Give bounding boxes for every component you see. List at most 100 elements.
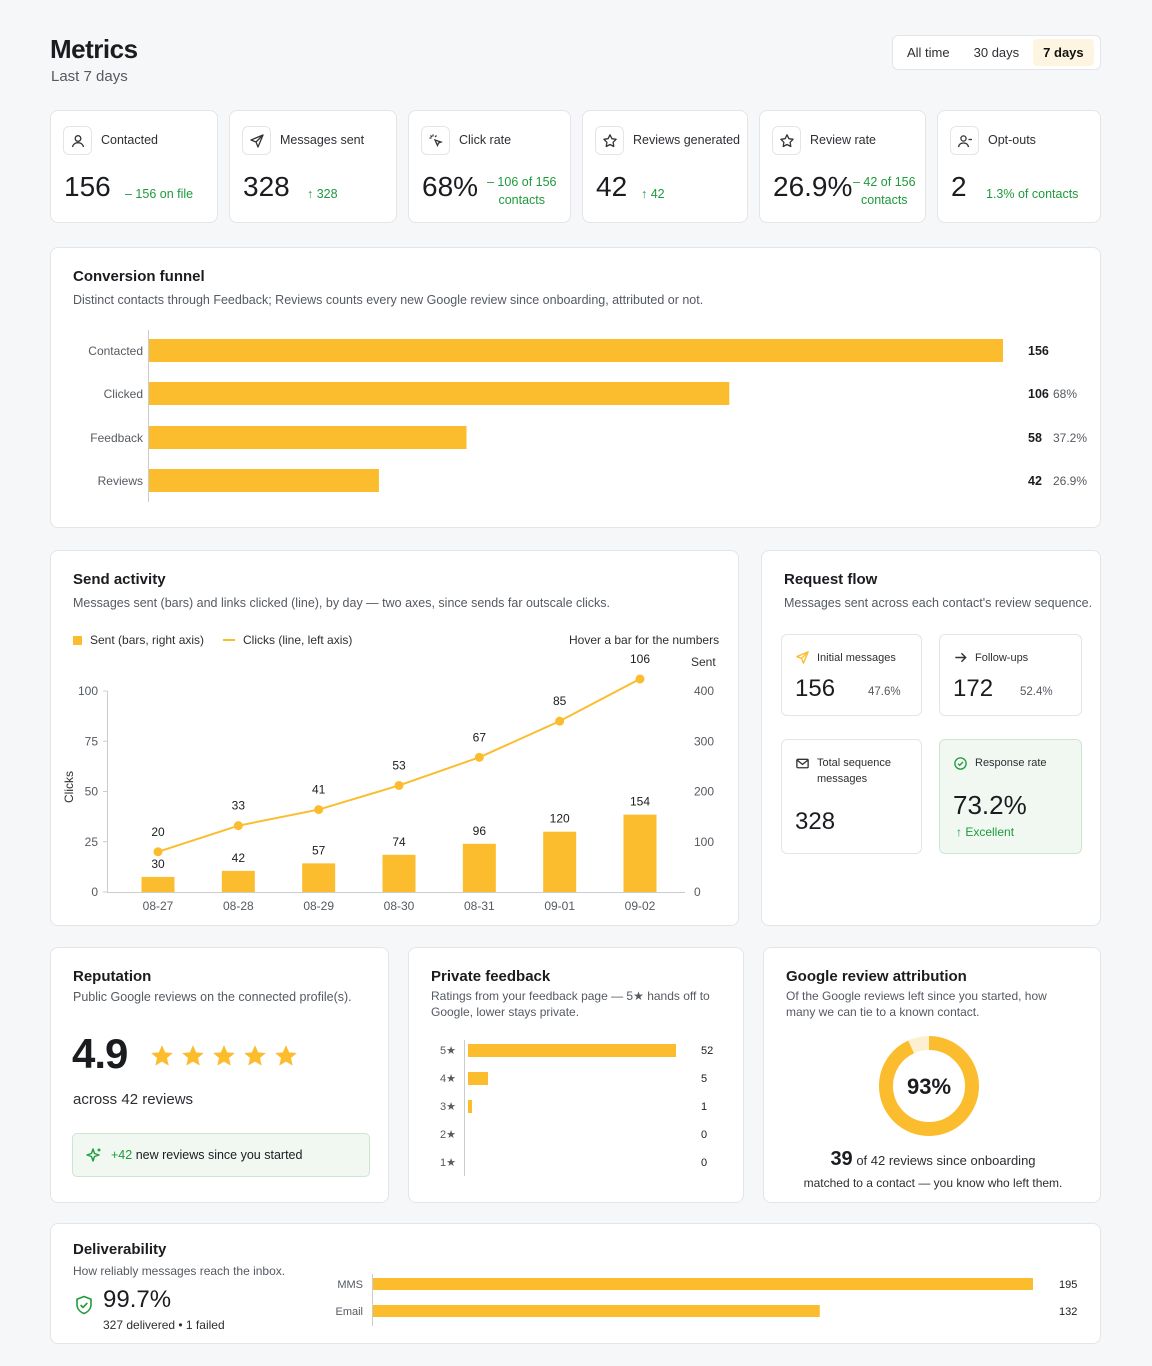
- kpi-label: Contacted: [101, 133, 158, 147]
- legend-clicks-label: Clicks (line, left axis): [243, 633, 353, 647]
- kpi-card-contacted: Contacted 156 – 156 on file: [50, 110, 218, 223]
- sent-bar[interactable]: [623, 814, 657, 892]
- tab-all-time[interactable]: All time: [907, 45, 950, 60]
- flow-label: Total sequence messages: [817, 755, 891, 787]
- funnel-bar[interactable]: [149, 382, 730, 405]
- x-tick-label: 08-30: [384, 899, 415, 913]
- send-activity-chart: Clicks 0 25 50 75 100 0 100 200 300 400 08-27 08-28…: [62, 652, 714, 913]
- kpi-label: Reviews generated: [633, 133, 741, 147]
- left-tick-label: 75: [85, 734, 99, 748]
- legend-swatch-line: [223, 639, 235, 641]
- funnel-bar[interactable]: [149, 426, 467, 449]
- kpi-delta: ↑ 42: [641, 187, 665, 201]
- flow-label: Follow-ups: [975, 652, 1029, 664]
- sent-bar[interactable]: [141, 876, 175, 892]
- funnel-value: 156: [1028, 344, 1049, 358]
- funnel-bar[interactable]: [149, 469, 379, 492]
- sent-bar[interactable]: [462, 843, 496, 892]
- channel-label: Email: [335, 1306, 363, 1318]
- sent-bar[interactable]: [221, 870, 255, 892]
- funnel-percent: 37.2%: [1053, 431, 1087, 445]
- sent-bar[interactable]: [302, 863, 336, 892]
- chart-hint: Hover a bar for the numbers: [569, 633, 720, 647]
- clicks-point[interactable]: [394, 780, 404, 790]
- flow-percent: 47.6%: [868, 686, 901, 698]
- rating-count: 1: [701, 1101, 707, 1113]
- flow-value: 328: [795, 808, 836, 835]
- user-minus-icon: [950, 126, 979, 155]
- flow-label-line1: Total sequence: [817, 757, 891, 769]
- funnel-percent: 26.9%: [1053, 474, 1087, 488]
- channel-bar[interactable]: [373, 1305, 820, 1317]
- private-feedback-chart: 5★ 52 4★ 5 3★ 1 2★ 0 1★ 0: [440, 1040, 713, 1176]
- time-range-selector: All time 30 days 7 days: [892, 35, 1101, 70]
- kpi-delta: – 42 of 156 contacts: [853, 173, 916, 209]
- legend-sent-label: Sent (bars, right axis): [90, 633, 205, 647]
- sent-bar[interactable]: [543, 831, 577, 892]
- private-feedback-card: Private feedback Ratings from your feedb…: [408, 947, 744, 1203]
- funnel-bar[interactable]: [149, 339, 1003, 362]
- clicks-point[interactable]: [474, 752, 484, 762]
- clicks-point[interactable]: [555, 716, 565, 726]
- clicks-point[interactable]: [233, 821, 243, 831]
- tab-7-days[interactable]: 7 days: [1033, 39, 1094, 66]
- clicks-point[interactable]: [153, 847, 163, 857]
- section-title: Conversion funnel: [73, 268, 205, 285]
- tab-30-days[interactable]: 30 days: [973, 45, 1020, 60]
- kpi-value: 68%: [422, 171, 479, 202]
- clicks-data-label: 106: [630, 652, 650, 666]
- deliverability-card: Deliverability How reliably messages rea…: [50, 1223, 1101, 1344]
- sent-data-label: 57: [312, 843, 326, 857]
- legend-swatch-bar: [73, 635, 82, 645]
- left-tick-label: 100: [78, 684, 98, 698]
- response-rate-card: Response rate 73.2% ↑ Excellent: [939, 739, 1082, 854]
- rating-label: 3★: [440, 1101, 456, 1113]
- delivery-rate: 99.7%: [103, 1286, 172, 1313]
- send-icon: [796, 651, 809, 664]
- left-tick-label: 50: [85, 785, 99, 799]
- rating-count: 0: [701, 1157, 707, 1169]
- attribution-count-text: of 42 reviews since onboarding: [856, 1153, 1036, 1168]
- clicks-point[interactable]: [635, 674, 645, 684]
- section-subtitle: Messages sent (bars) and links clicked (…: [73, 596, 611, 610]
- kpi-card-review-rate: Review rate 26.9% – 42 of 156 contacts: [759, 110, 926, 223]
- user-icon: [63, 126, 92, 155]
- left-axis-title: Clicks: [62, 771, 76, 803]
- flow-value: 172: [953, 675, 994, 702]
- right-tick-label: 200: [694, 785, 714, 799]
- review-attribution-card: Google review attribution Of the Google …: [763, 947, 1101, 1203]
- section-title: Deliverability: [73, 1241, 167, 1258]
- mail-icon: [796, 758, 809, 769]
- kpi-delta-line2: contacts: [498, 193, 546, 207]
- banner-text-wrap: +42 new reviews since you started: [111, 1148, 302, 1162]
- kpi-value: 328: [243, 171, 290, 202]
- kpi-delta: 1.3% of contacts: [986, 187, 1079, 201]
- rating-bar[interactable]: [468, 1044, 676, 1057]
- funnel-value: 42: [1028, 474, 1042, 488]
- reputation-card: Reputation Public Google reviews on the …: [50, 947, 389, 1203]
- star-icon: [151, 1045, 173, 1066]
- kpi-delta-line2: contacts: [861, 193, 908, 207]
- channel-count: 195: [1059, 1279, 1077, 1291]
- clicks-point[interactable]: [314, 805, 324, 815]
- funnel-category-label: Reviews: [98, 474, 143, 488]
- flow-label-line2: messages: [817, 773, 868, 785]
- funnel-category-label: Contacted: [88, 344, 143, 358]
- kpi-label: Opt-outs: [988, 133, 1036, 147]
- kpi-value: 156: [64, 171, 111, 202]
- banner-text: new reviews since you started: [135, 1148, 303, 1162]
- subtitle-line1: Ratings from your feedback page — 5★ han…: [431, 989, 710, 1003]
- funnel-value: 106: [1028, 387, 1049, 401]
- channel-bar[interactable]: [373, 1278, 1033, 1290]
- star-icon: [244, 1045, 266, 1066]
- rating-bar[interactable]: [468, 1100, 472, 1113]
- rating-bar[interactable]: [468, 1072, 488, 1085]
- sent-bar[interactable]: [382, 854, 416, 892]
- kpi-card-reviews-generated: Reviews generated 42 ↑ 42: [582, 110, 748, 223]
- response-note: ↑ Excellent: [956, 825, 1015, 839]
- legend-clicks: Clicks (line, left axis): [223, 633, 352, 647]
- right-tick-label: 400: [694, 684, 714, 698]
- sent-data-label: 120: [550, 812, 570, 826]
- donut-percent: 93%: [907, 1074, 951, 1099]
- delivery-detail: 327 delivered • 1 failed: [103, 1318, 225, 1332]
